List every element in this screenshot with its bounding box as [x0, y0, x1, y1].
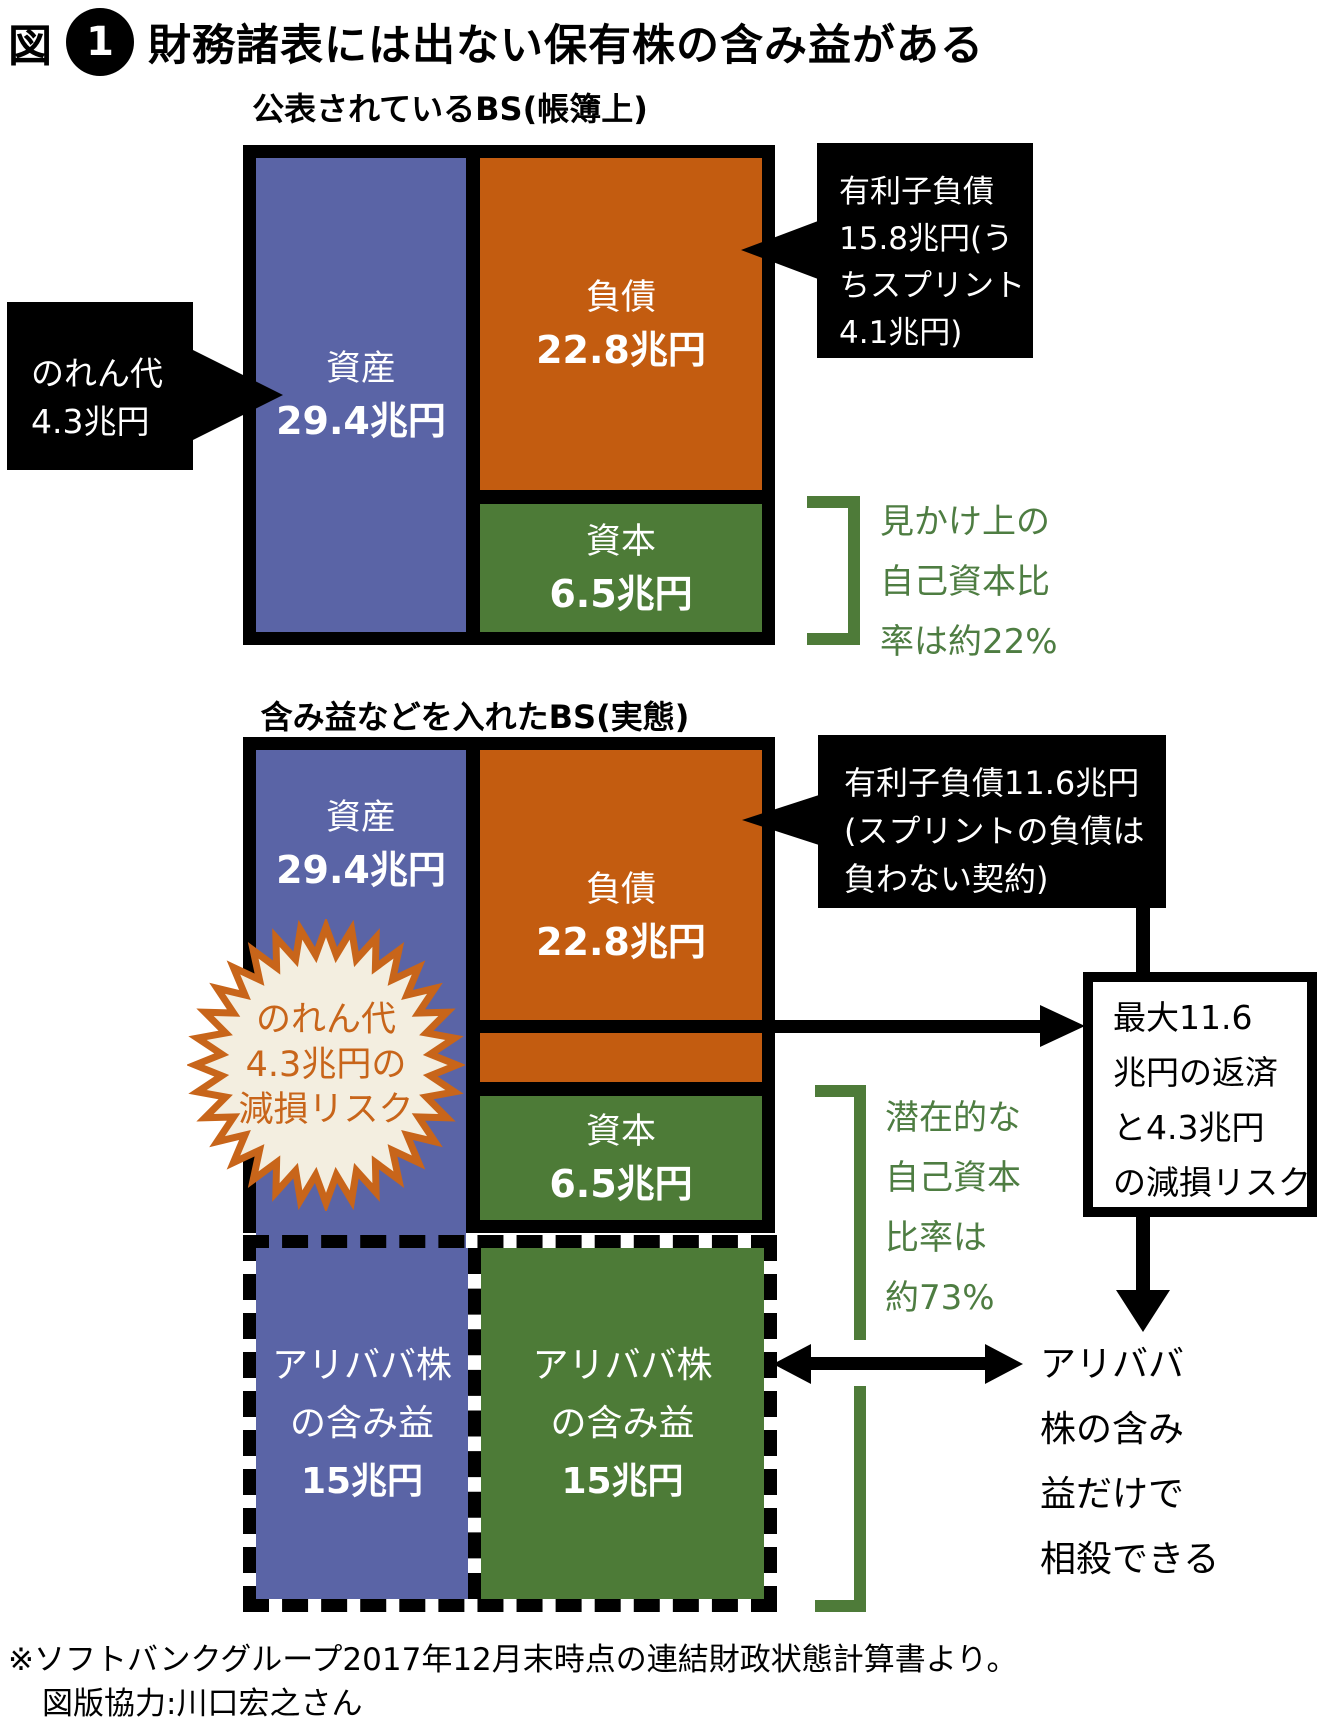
offset-double-arrow-left-head: [773, 1344, 811, 1384]
offset-note-line: 益だけで: [1040, 1474, 1185, 1515]
goodwill-risk-text: のれん代 4.3兆円の 減損リスク: [197, 998, 455, 1133]
assets-label: 資産: [325, 798, 396, 838]
goodwill-callout-arrow: [193, 350, 283, 440]
footer-credit-note: 図版協力:川口宏之さん: [42, 1686, 363, 1722]
equity-ratio-bracket-1: [807, 496, 860, 645]
starburst-line: のれん代: [255, 1000, 396, 1040]
alibaba-offset-note: アリババ 株の含み 益だけで 相殺できる: [1040, 1332, 1219, 1592]
debt-callout-line: 15.8兆円(う: [839, 221, 1014, 257]
potential-equity-ratio-note: 潜在的な 自己資本 比率は 約73%: [885, 1088, 1021, 1328]
bs1-diagram: 資産 29.4兆円 負債 22.8兆円 資本 6.5兆円: [243, 145, 775, 645]
alibaba-gain-box-equity: アリババ株 の含み益 15兆円: [481, 1248, 764, 1599]
risk-box-line: 最大11.6: [1113, 998, 1253, 1037]
equity-value: 6.5兆円: [549, 1162, 693, 1206]
note-line: 率は約22%: [880, 622, 1058, 662]
interest-debt-callout-1-arrow: [741, 221, 818, 279]
goodwill-callout: のれん代 4.3兆円: [7, 302, 193, 470]
offset-note-line: 株の含み: [1040, 1409, 1185, 1450]
equity-value: 6.5兆円: [549, 572, 693, 616]
alibaba-value: 15兆円: [300, 1460, 424, 1502]
assets-value: 29.4兆円: [276, 848, 446, 892]
interest-debt-callout-2-arrow: [742, 795, 819, 845]
alibaba-line: の含み益: [289, 1402, 434, 1444]
debt-callout-line: (スプリントの負債は: [844, 812, 1145, 850]
down-arrow-shaft: [1136, 1215, 1150, 1293]
note-line: 見かけ上の: [880, 502, 1050, 542]
equity-label: 資本: [585, 1112, 656, 1152]
goodwill-callout-line: のれん代: [31, 354, 163, 393]
note-line: 自己資本: [885, 1158, 1021, 1198]
figure-number-badge: 1: [66, 8, 134, 76]
footer-source-note: ※ソフトバンクグループ2017年12月末時点の連結財政状態計算書より。: [8, 1642, 1018, 1678]
bs2-equity-box: 資本 6.5兆円: [480, 1096, 762, 1220]
note-line: 自己資本比: [880, 562, 1050, 602]
note-line: 約73%: [885, 1278, 995, 1318]
liabilities-value: 22.8兆円: [536, 328, 706, 372]
starburst-line: 減損リスク: [238, 1090, 414, 1130]
offset-note-line: 相殺できる: [1040, 1539, 1220, 1580]
interest-debt-callout-2: 有利子負債11.6兆円 (スプリントの負債は 負わない契約): [818, 735, 1166, 908]
assets-label: 資産: [325, 349, 396, 389]
alibaba-value: 15兆円: [561, 1460, 684, 1502]
note-line: 潜在的な: [885, 1098, 1021, 1138]
callout-to-riskbox-connector: [1136, 906, 1150, 976]
page-title: 財務諸表には出ない保有株の含み益がある: [148, 21, 984, 71]
goodwill-risk-starburst: [187, 919, 465, 1211]
offset-double-arrow-right-head: [985, 1344, 1023, 1384]
liabilities-value: 22.8兆円: [536, 920, 706, 964]
bs1-subtitle: 公表されているBS(帳簿上): [252, 90, 648, 128]
alibaba-line: アリババ株: [532, 1344, 713, 1386]
debt-callout-line: 4.1兆円): [839, 315, 963, 351]
figure-label: 図: [8, 21, 52, 72]
liabilities-label: 負債: [585, 870, 656, 910]
risk-box-line: 兆円の返済: [1113, 1053, 1278, 1092]
offset-double-arrow-shaft: [805, 1357, 990, 1370]
risk-box-line: の減損リスク: [1113, 1163, 1311, 1202]
debt-callout-line: 有利子負債: [839, 174, 994, 210]
bs2-subtitle: 含み益などを入れたBS(実態): [260, 698, 690, 736]
liabilities-label: 負債: [585, 278, 656, 318]
page-title-row: 図 1 財務諸表には出ない保有株の含み益がある: [8, 8, 984, 76]
alibaba-gain-section: アリババ株 の含み益 15兆円 アリババ株 の含み益 15兆円: [243, 1235, 777, 1612]
debt-callout-line: 負わない契約): [844, 860, 1049, 898]
equity-label: 資本: [585, 522, 656, 562]
note-line: 比率は: [885, 1218, 987, 1258]
repayment-arrow-shaft: [470, 1020, 1042, 1033]
bs1-liabilities-box: 負債 22.8兆円: [480, 158, 762, 490]
assets-value: 29.4兆円: [276, 399, 446, 443]
offset-note-line: アリババ: [1040, 1344, 1185, 1385]
interest-debt-callout-1: 有利子負債 15.8兆円(う ちスプリント 4.1兆円): [817, 143, 1033, 358]
alibaba-line: アリババ株: [271, 1344, 452, 1386]
starburst-line: 4.3兆円の: [245, 1045, 407, 1085]
goodwill-callout-line: 4.3兆円: [31, 402, 150, 441]
debt-callout-line: ちスプリント: [839, 268, 1025, 304]
risk-box-line: と4.3兆円: [1113, 1108, 1265, 1147]
bs1-assets-box: 資産 29.4兆円: [256, 158, 466, 632]
alibaba-gain-box-assets: アリババ株 の含み益 15兆円: [256, 1248, 481, 1599]
repayment-risk-box: 最大11.6 兆円の返済 と4.3兆円 の減損リスク: [1083, 972, 1317, 1217]
bs1-equity-box: 資本 6.5兆円: [480, 504, 762, 632]
starburst-shape: [187, 919, 465, 1211]
down-arrow-head: [1116, 1290, 1170, 1332]
alibaba-line: の含み益: [550, 1402, 695, 1444]
repayment-arrow-head: [1040, 1005, 1085, 1047]
apparent-equity-ratio-note: 見かけ上の 自己資本比 率は約22%: [880, 492, 1058, 672]
debt-callout-line: 有利子負債11.6兆円: [844, 764, 1140, 802]
